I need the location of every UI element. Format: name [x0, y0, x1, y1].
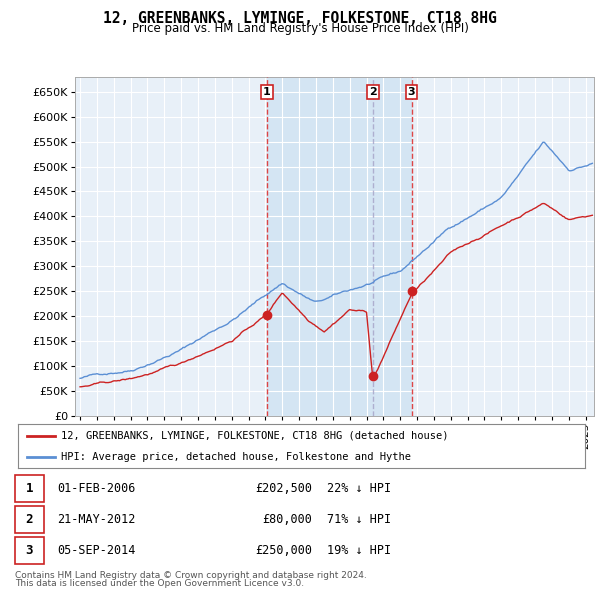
Text: £202,500: £202,500	[255, 482, 312, 495]
Text: 19% ↓ HPI: 19% ↓ HPI	[327, 544, 391, 557]
Text: 1: 1	[263, 87, 271, 97]
FancyBboxPatch shape	[15, 537, 44, 564]
Text: 71% ↓ HPI: 71% ↓ HPI	[327, 513, 391, 526]
Text: 22% ↓ HPI: 22% ↓ HPI	[327, 482, 391, 495]
Text: 01-FEB-2006: 01-FEB-2006	[57, 482, 136, 495]
FancyBboxPatch shape	[15, 506, 44, 533]
Text: 12, GREENBANKS, LYMINGE, FOLKESTONE, CT18 8HG: 12, GREENBANKS, LYMINGE, FOLKESTONE, CT1…	[103, 11, 497, 25]
Text: 21-MAY-2012: 21-MAY-2012	[57, 513, 136, 526]
Bar	[267, 77, 412, 416]
Text: £80,000: £80,000	[262, 513, 312, 526]
Text: 3: 3	[407, 87, 415, 97]
Text: HPI: Average price, detached house, Folkestone and Hythe: HPI: Average price, detached house, Folk…	[61, 452, 410, 462]
Text: £250,000: £250,000	[255, 544, 312, 557]
Text: 12, GREENBANKS, LYMINGE, FOLKESTONE, CT18 8HG (detached house): 12, GREENBANKS, LYMINGE, FOLKESTONE, CT1…	[61, 431, 448, 441]
Text: This data is licensed under the Open Government Licence v3.0.: This data is licensed under the Open Gov…	[15, 579, 304, 588]
Text: Contains HM Land Registry data © Crown copyright and database right 2024.: Contains HM Land Registry data © Crown c…	[15, 571, 367, 579]
Text: Price paid vs. HM Land Registry's House Price Index (HPI): Price paid vs. HM Land Registry's House …	[131, 22, 469, 35]
Text: 05-SEP-2014: 05-SEP-2014	[57, 544, 136, 557]
Text: 1: 1	[26, 482, 33, 495]
Text: 3: 3	[26, 544, 33, 557]
Text: 2: 2	[369, 87, 377, 97]
FancyBboxPatch shape	[15, 475, 44, 502]
Text: 2: 2	[26, 513, 33, 526]
